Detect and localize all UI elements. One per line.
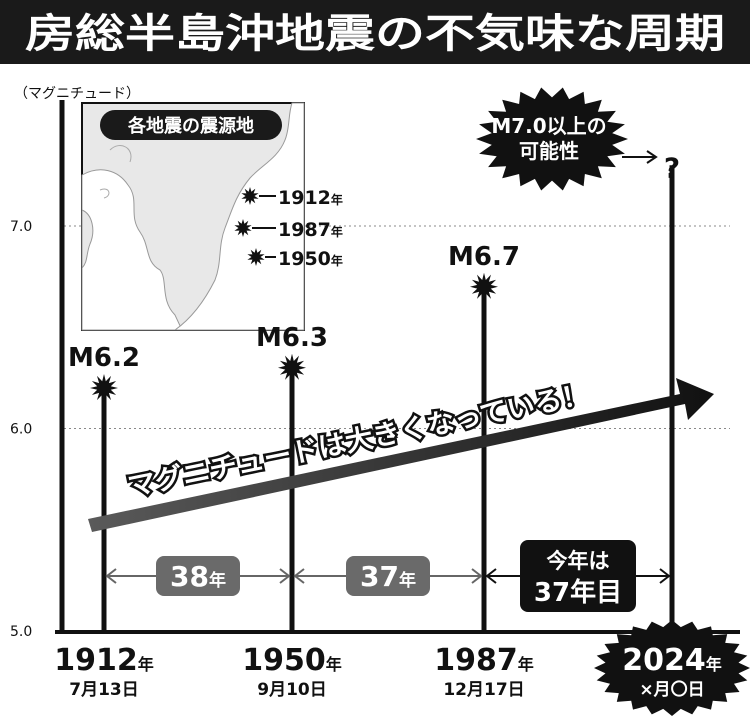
magnitude-label: ? (664, 151, 680, 184)
prediction-line1: M7.0以上の (491, 114, 606, 138)
x-year-number: 2024 (622, 643, 706, 678)
map-marker-label: 1950年 (278, 248, 343, 270)
interval-unit: 年 (209, 570, 226, 591)
trend-label: マグニチュードは大きくなっている！ (125, 378, 592, 503)
map-marker-label: 1987年 (278, 219, 343, 241)
current-interval-badge (520, 540, 636, 612)
map-marker-year: 1950 (278, 248, 331, 270)
starburst-icon (470, 272, 498, 301)
interval-unit: 年 (399, 570, 416, 591)
interval-badge (156, 556, 240, 596)
map-title-badge (100, 110, 282, 140)
y-tick-label: 5.0 (10, 624, 32, 640)
interval-number: 37 (360, 560, 399, 593)
map-marker-year: 1912 (278, 187, 331, 209)
prediction-line2: 可能性 (519, 139, 579, 163)
x-year-unit: 年 (706, 655, 722, 674)
map-marker-label: 1912年 (278, 187, 343, 209)
map-title: 各地震の震源地 (127, 115, 254, 137)
x-year-number: 1987 (434, 643, 518, 678)
starburst-icon (278, 353, 306, 382)
y-tick-label: 6.0 (10, 422, 32, 438)
x-date-label: 9月10日 (257, 680, 327, 700)
map-epicenter-icon (241, 187, 259, 205)
magnitude-label: M6.2 (68, 343, 140, 373)
current-interval-line2: 37年目 (534, 577, 622, 608)
x-year-label: 2024年 (622, 643, 722, 678)
x-year-unit: 年 (138, 655, 154, 674)
starburst-icon (90, 374, 118, 402)
magnitude-label: M6.7 (448, 242, 520, 272)
current-interval-line1: 今年は (547, 549, 610, 573)
title-bar (0, 0, 750, 64)
map-marker-year: 1987 (278, 219, 331, 241)
prediction-bubble: M7.0以上の 可能性 (476, 87, 658, 191)
x-date-label: 12月17日 (443, 680, 524, 700)
interval-label: 37年 (360, 560, 416, 593)
map-marker-unit: 年 (331, 224, 343, 239)
x-year-number: 1912 (54, 643, 138, 678)
interval-arrowhead-right (471, 568, 483, 584)
prediction-bubble-shape (476, 87, 628, 191)
interval-label: 38年 (170, 560, 226, 593)
y-tick-label: 7.0 (10, 219, 32, 235)
x-date-label: ×月〇日 (639, 680, 704, 700)
interval-arrowhead-right (279, 568, 291, 584)
map-coastline-detail (99, 145, 132, 199)
x-year-unit: 年 (326, 655, 342, 674)
map-epicenter-icon (247, 248, 265, 266)
map-peninsula-west (81, 209, 94, 270)
x-year-label: 1912年 (54, 643, 154, 678)
map-ocean (173, 102, 305, 331)
trend-arrow-shape (88, 378, 714, 532)
interval-arrowhead-left (293, 568, 305, 584)
interval-number: 38 (170, 560, 209, 593)
map-bay (81, 169, 183, 331)
x-year-unit: 年 (518, 655, 534, 674)
map-marker-unit: 年 (331, 253, 343, 268)
event-bars: M6.2 M6.3 M6.7? (68, 151, 680, 632)
chart-title: 房総半島沖地震の不気味な周期 (25, 11, 725, 57)
y-axis-label: （マグニチュード） (14, 86, 140, 102)
y-tick-labels: 5.0 6.0 7.0 (10, 219, 32, 640)
magnitude-label: M6.3 (256, 323, 328, 353)
x-year-number: 1950 (242, 643, 326, 678)
interval-arrowhead-left (485, 568, 497, 584)
interval-arrowhead-right (659, 568, 671, 584)
map-marker-unit: 年 (331, 192, 343, 207)
interval-arrowhead-left (105, 568, 117, 584)
year-2024-badge (594, 620, 750, 716)
trend-arrow: マグニチュードは大きくなっている！ (88, 375, 714, 532)
x-year-label: 1950年 (242, 643, 342, 678)
x-date-label: 7月13日 (69, 680, 139, 700)
prediction-pointer-head (646, 150, 658, 164)
x-year-label: 1987年 (434, 643, 534, 678)
map-epicenter-icon (234, 219, 252, 237)
interval-badge (346, 556, 430, 596)
